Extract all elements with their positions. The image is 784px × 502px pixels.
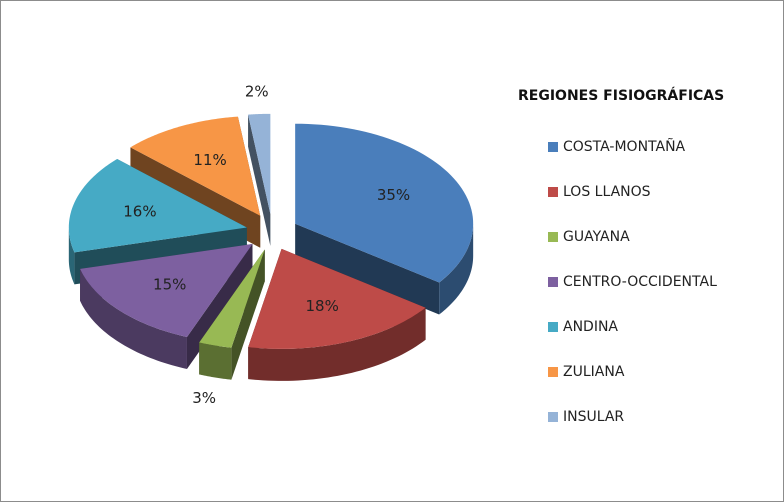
slice-wall xyxy=(439,223,474,315)
data-label: 18% xyxy=(306,297,339,315)
slice-wall xyxy=(68,227,75,285)
slice-wall xyxy=(199,342,232,380)
slice-top xyxy=(199,249,265,348)
slice-top xyxy=(248,113,271,214)
data-label: 11% xyxy=(193,151,226,169)
legend-label: GUAYANA xyxy=(563,229,630,245)
legend-swatch xyxy=(548,142,558,152)
data-label: 3% xyxy=(192,389,216,407)
slice xyxy=(80,244,253,370)
slice-top xyxy=(130,116,261,216)
slice-top xyxy=(68,159,247,253)
legend-title: REGIONES FISIOGRÁFICAS xyxy=(518,87,724,104)
slice-wall xyxy=(248,307,426,381)
slice xyxy=(199,249,265,380)
legend-label: ANDINA xyxy=(563,319,618,335)
slice-wall xyxy=(80,268,187,370)
legend-label: COSTA-MONTAÑA xyxy=(563,138,686,155)
legend-label: ZULIANA xyxy=(563,364,625,380)
legend-swatch xyxy=(548,187,558,197)
slice-top xyxy=(295,123,474,283)
slice-top xyxy=(80,244,253,338)
legend-label: INSULAR xyxy=(563,409,624,425)
data-label: 15% xyxy=(153,276,186,294)
slice xyxy=(248,113,271,246)
data-label: 35% xyxy=(377,186,410,204)
legend-swatch xyxy=(548,277,558,287)
slice-side xyxy=(295,223,440,315)
legend-swatch xyxy=(548,367,558,377)
slice xyxy=(295,123,474,315)
slice-top xyxy=(248,248,426,349)
legend-swatch xyxy=(548,322,558,332)
slice-side xyxy=(248,114,271,246)
data-label: 2% xyxy=(245,83,269,101)
legend-swatch xyxy=(548,412,558,422)
legend-label: LOS LLANOS xyxy=(563,184,651,200)
data-label: 16% xyxy=(123,203,156,221)
slice xyxy=(248,248,426,381)
legend-swatch xyxy=(548,232,558,242)
legend-label: CENTRO-OCCIDENTAL xyxy=(563,274,717,290)
